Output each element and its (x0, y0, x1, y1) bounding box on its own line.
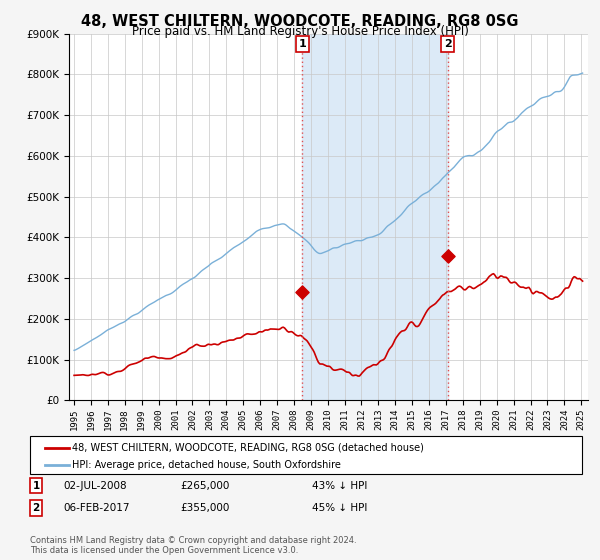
Text: 48, WEST CHILTERN, WOODCOTE, READING, RG8 0SG (detached house): 48, WEST CHILTERN, WOODCOTE, READING, RG… (72, 443, 424, 453)
Text: £265,000: £265,000 (180, 480, 229, 491)
Point (298, 288, 307, 297)
Text: Contains HM Land Registry data © Crown copyright and database right 2024.
This d: Contains HM Land Registry data © Crown c… (30, 536, 356, 556)
Text: 06-FEB-2017: 06-FEB-2017 (63, 503, 130, 513)
Text: 1: 1 (32, 480, 40, 491)
Point (443, 251, 452, 260)
Text: 45% ↓ HPI: 45% ↓ HPI (312, 503, 367, 513)
Text: 2: 2 (32, 503, 40, 513)
Text: HPI: Average price, detached house, South Oxfordshire: HPI: Average price, detached house, Sout… (72, 460, 341, 470)
Text: 2: 2 (443, 39, 451, 49)
Text: 02-JUL-2008: 02-JUL-2008 (63, 480, 127, 491)
Bar (302, 34, 448, 400)
Text: 48, WEST CHILTERN, WOODCOTE, READING, RG8 0SG: 48, WEST CHILTERN, WOODCOTE, READING, RG… (81, 14, 519, 29)
Text: Price paid vs. HM Land Registry's House Price Index (HPI): Price paid vs. HM Land Registry's House … (131, 25, 469, 38)
Text: £355,000: £355,000 (180, 503, 229, 513)
Text: 1: 1 (298, 39, 306, 49)
Text: 43% ↓ HPI: 43% ↓ HPI (312, 480, 367, 491)
